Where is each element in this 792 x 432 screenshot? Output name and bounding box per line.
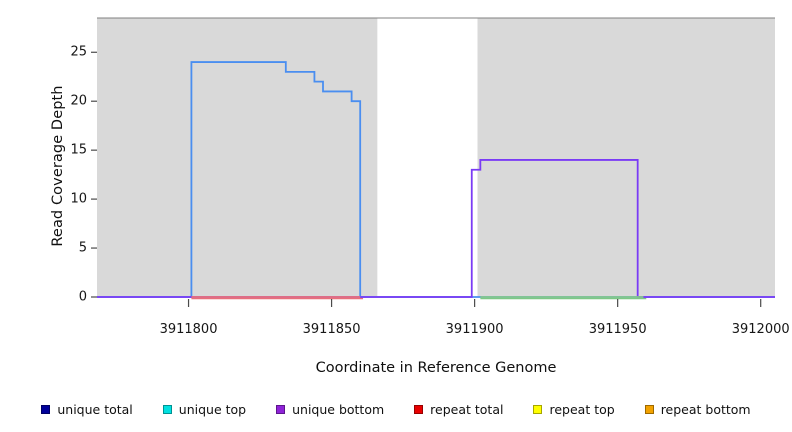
legend-item-repeat-bottom[interactable]: repeat bottom xyxy=(644,401,751,417)
shaded-region-left-repeat-region xyxy=(97,18,378,297)
legend-swatch-icon xyxy=(644,404,654,414)
x-tick-label: 3911950 xyxy=(588,322,647,337)
legend-item-repeat-top[interactable]: repeat top xyxy=(533,401,615,417)
legend-item-repeat-total[interactable]: repeat total xyxy=(414,402,503,417)
y-tick-label: 25 xyxy=(70,44,87,60)
y-tick-label: 15 xyxy=(70,142,87,158)
x-tick-label: 3911850 xyxy=(302,322,361,337)
legend: unique total unique top unique bottom repea… xyxy=(0,398,792,420)
shaded-region-right-repeat-region xyxy=(477,18,775,297)
x-tick-label: 3911900 xyxy=(445,322,504,337)
series-line-unique-bottom xyxy=(97,159,775,298)
legend-label: unique top xyxy=(178,401,247,417)
legend-label: repeat total xyxy=(430,401,504,417)
legend-swatch-icon xyxy=(276,404,286,414)
legend-label: repeat top xyxy=(549,401,615,417)
series-line-unique-total xyxy=(97,61,775,298)
legend-swatch-icon xyxy=(533,404,543,414)
legend-item-unique-top[interactable]: unique top xyxy=(162,401,247,417)
y-tick-label: 5 xyxy=(78,240,87,256)
legend-item-unique-total[interactable]: unique total xyxy=(41,401,133,417)
legend-label: repeat bottom xyxy=(660,401,751,417)
legend-swatch-icon xyxy=(41,404,51,414)
y-tick-label: 20 xyxy=(70,93,87,109)
legend-label: unique total xyxy=(57,401,133,417)
x-axis-title: Coordinate in Reference Genome xyxy=(315,360,557,376)
y-tick-label: 10 xyxy=(70,191,87,207)
y-tick-label: 0 xyxy=(78,289,87,305)
legend-item-unique-bottom[interactable]: unique bottom xyxy=(276,402,384,417)
legend-label: unique bottom xyxy=(292,401,385,417)
legend-swatch-icon xyxy=(414,404,424,414)
legend-swatch-icon xyxy=(162,404,172,414)
x-tick-label: 3912000 xyxy=(731,322,790,337)
x-tick-label: 3911800 xyxy=(159,322,218,337)
